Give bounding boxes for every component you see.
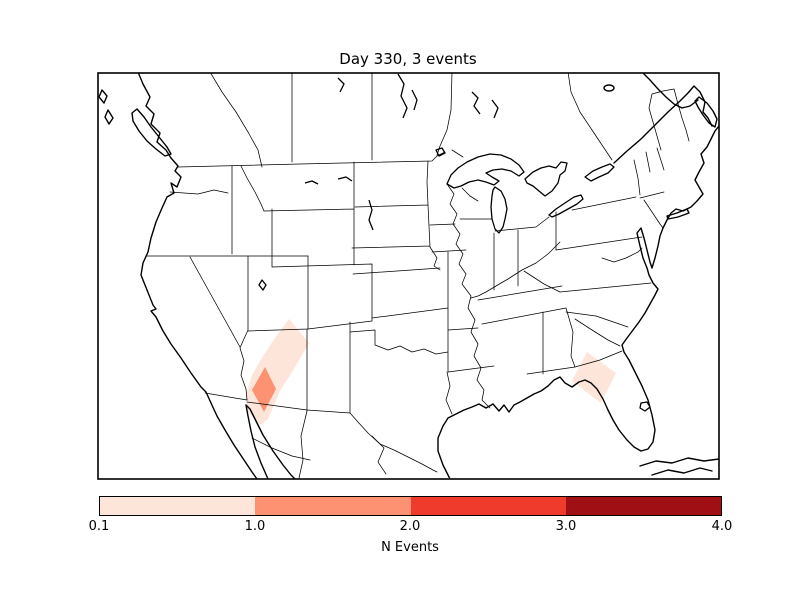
mississippi-river-border xyxy=(447,184,490,408)
colorbar-tick-4: 4.0 xyxy=(711,519,733,534)
ohio-river-border xyxy=(471,242,560,298)
gulf-of-california-coast xyxy=(246,405,295,479)
us-canada-border xyxy=(178,150,463,167)
lake-of-the-woods xyxy=(436,148,445,156)
st-lawrence-river xyxy=(614,86,712,163)
plains-reservoirs xyxy=(305,177,373,230)
lake-huron xyxy=(525,162,567,196)
event-patch-florida xyxy=(572,352,616,403)
anticosti-island xyxy=(603,84,615,92)
colorbar-segment-3 xyxy=(410,497,566,515)
lake-ontario xyxy=(585,164,614,181)
colorbar-tick-2: 2.0 xyxy=(399,519,421,534)
event-patch-arizona-core xyxy=(252,367,276,412)
mexico-state-borders xyxy=(252,411,386,478)
vancouver-island xyxy=(132,109,171,156)
colorbar-tick-1: 1.0 xyxy=(244,519,266,534)
cuba-bahamas-coast xyxy=(640,458,719,475)
ontario-lakes xyxy=(338,78,498,118)
colorbar-segment-4 xyxy=(565,497,721,515)
long-island xyxy=(667,209,689,219)
colorbar xyxy=(99,496,722,516)
nova-scotia xyxy=(695,97,717,127)
manitoba-lakes xyxy=(398,74,417,118)
lake-michigan xyxy=(491,187,507,233)
colorbar-label: N Events xyxy=(381,540,439,555)
coastline-layer xyxy=(99,72,719,479)
map-frame xyxy=(97,72,720,480)
pacific-coast xyxy=(138,72,257,479)
mexico-border xyxy=(205,393,437,472)
plot-title: Day 330, 3 events xyxy=(339,50,477,68)
state-border-layer xyxy=(146,72,689,478)
colorbar-segment-2 xyxy=(255,497,411,515)
southwest-borders xyxy=(307,308,448,413)
colorbar-tick-3: 3.0 xyxy=(555,519,577,534)
haida-gwaii-islands xyxy=(99,90,113,124)
colorbar-tick-0: 0.1 xyxy=(88,519,110,534)
great-salt-lake xyxy=(259,280,266,290)
south-borders xyxy=(478,271,622,374)
plains-borders xyxy=(352,161,494,414)
midwest-borders xyxy=(460,188,556,290)
gulf-and-atlantic-coast xyxy=(438,126,719,479)
east-coast-borders xyxy=(556,148,664,346)
colorbar-segment-1 xyxy=(100,497,256,515)
canada-province-borders xyxy=(210,72,689,167)
mountain-state-borders xyxy=(190,162,372,400)
lake-superior xyxy=(447,154,524,188)
pacific-state-borders xyxy=(146,166,308,256)
lake-erie xyxy=(549,195,583,217)
lakes-layer xyxy=(259,74,650,411)
lake-okeechobee xyxy=(640,402,650,411)
st-lawrence-north-shore xyxy=(642,72,698,108)
